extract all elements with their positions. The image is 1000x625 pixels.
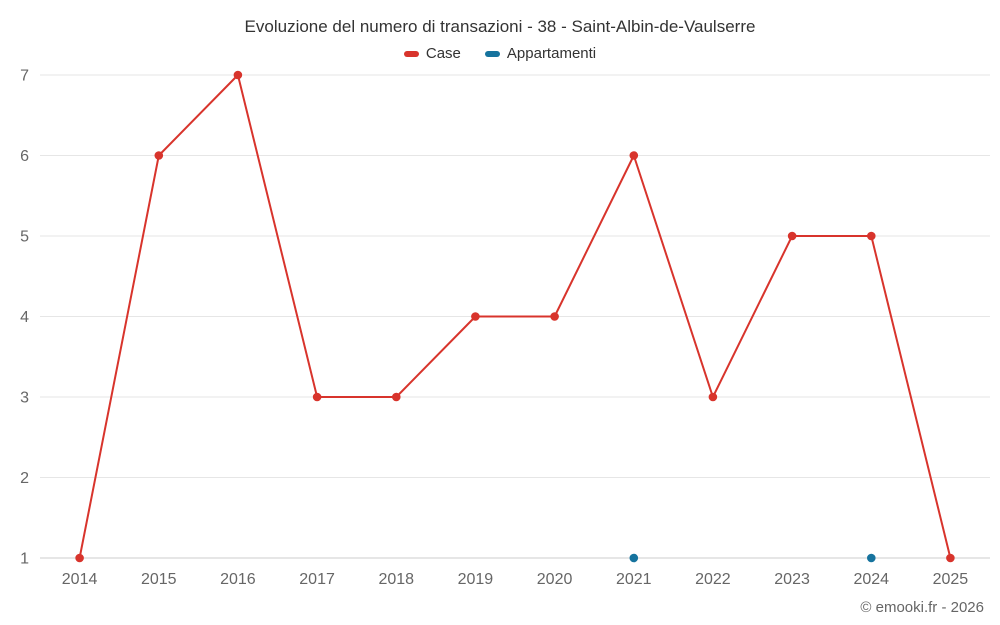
case-marker (867, 231, 876, 241)
chart-legend: Case Appartamenti (0, 45, 1000, 62)
y-axis-label: 2 (20, 470, 29, 487)
case-marker (787, 231, 797, 241)
y-axis-label: 1 (20, 551, 29, 568)
case-marker (154, 151, 164, 160)
legend-label: Case (425, 45, 461, 62)
case-marker (946, 553, 955, 563)
x-axis-label: 2016 (220, 571, 256, 588)
case-marker (550, 312, 559, 321)
case-marker (392, 392, 401, 402)
appartamenti-marker (867, 553, 876, 563)
legend-marker-appartamenti (484, 50, 500, 57)
x-axis-label: 2017 (299, 571, 335, 588)
y-axis-label: 5 (20, 229, 29, 246)
chart-title: Evoluzione del numero di transazioni - 3… (244, 17, 756, 36)
case-marker (471, 312, 480, 321)
case-marker (233, 70, 243, 80)
x-axis-label: 2015 (141, 571, 177, 588)
x-axis-label: 2014 (62, 571, 98, 588)
case-marker (312, 392, 322, 402)
y-axis-label: 4 (20, 309, 29, 326)
y-axis-label: 3 (20, 390, 29, 407)
x-axis-label: 2022 (695, 571, 731, 588)
legend-label: Appartamenti (506, 45, 597, 62)
case-marker (629, 151, 639, 160)
legend-marker-case (403, 50, 419, 57)
y-axis-label: 7 (20, 68, 29, 85)
x-axis-label: 2023 (774, 571, 810, 588)
case-marker (75, 553, 84, 563)
y-axis-label: 6 (20, 148, 29, 165)
appartamenti-marker (629, 553, 639, 563)
case-marker (708, 392, 718, 402)
x-axis-label: 2019 (458, 571, 494, 588)
copyright: © emooki.fr - 2026 (860, 599, 984, 616)
x-axis-label: 2021 (616, 571, 652, 588)
legend-item-case[interactable]: Case (403, 45, 461, 62)
x-axis-label: 2020 (537, 571, 573, 588)
x-axis-label: 2018 (378, 571, 414, 588)
x-axis-label: 2025 (933, 571, 969, 588)
legend-item-appartamenti[interactable]: Appartamenti (484, 45, 597, 62)
case-series-line (78, 74, 952, 559)
x-axis-label: 2024 (853, 571, 889, 588)
